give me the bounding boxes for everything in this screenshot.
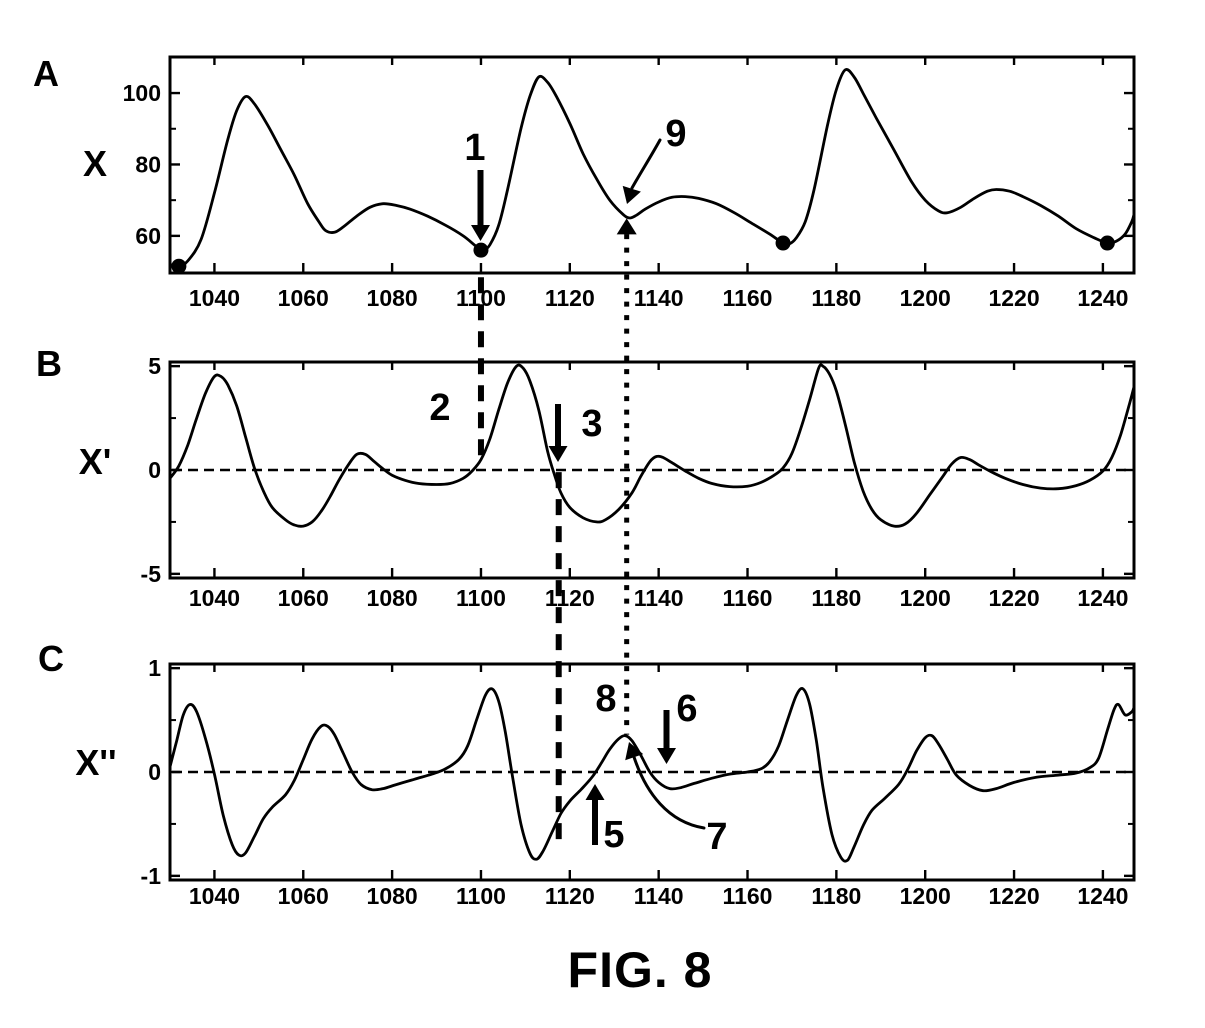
x-tick-label: 1180 xyxy=(811,883,861,909)
panel-c-ylabel: X'' xyxy=(75,742,116,783)
panel-b-letter: B xyxy=(36,343,62,384)
cycle-onset-dot xyxy=(1099,235,1115,251)
y-tick-label: 100 xyxy=(123,80,161,106)
x-tick-label: 1040 xyxy=(189,285,240,311)
x-tick-label: 1100 xyxy=(456,883,506,909)
annotation-arrow-curve xyxy=(630,138,662,190)
connector-arrowhead-up xyxy=(616,218,637,235)
annotation-label-9: 9 xyxy=(665,113,686,155)
annotation-3-arrow-down: 3 xyxy=(548,403,603,462)
panel-c: C X'' 1040 1060 1080 1100 1120 1140 1160 1180 1200… xyxy=(38,638,1136,909)
annotation-arrowhead xyxy=(622,185,641,204)
annotation-label-2: 2 xyxy=(429,387,450,429)
panel-b-curve xyxy=(168,363,1136,528)
x-tick-label: 1200 xyxy=(900,883,951,909)
y-tick-label: -5 xyxy=(141,561,162,587)
x-tick-label: 1060 xyxy=(278,883,329,909)
annotation-1-arrow-down: 1 xyxy=(464,127,490,241)
annotation-label-5: 5 xyxy=(603,814,624,856)
annotation-6-arrow-down: 6 xyxy=(657,688,698,764)
annotation-7-curved-arrow: 7 xyxy=(625,742,728,858)
y-tick-label: 1 xyxy=(148,655,161,681)
y-tick-label: 0 xyxy=(148,457,161,483)
annotation-label-6: 6 xyxy=(676,688,697,730)
x-tick-label: 1240 xyxy=(1077,585,1128,611)
x-tick-label: 1120 xyxy=(545,285,595,311)
x-tick-label: 1080 xyxy=(367,285,418,311)
x-tick-label: 1140 xyxy=(634,883,684,909)
annotation-arrowhead xyxy=(585,784,605,800)
x-tick-label: 1060 xyxy=(278,585,329,611)
x-tick-label: 1180 xyxy=(811,585,861,611)
x-tick-label: 1220 xyxy=(988,883,1039,909)
annotation-9-curved-arrow: 9 xyxy=(622,113,687,204)
cycle-onset-dot xyxy=(473,242,489,258)
x-tick-label: 1140 xyxy=(634,285,684,311)
x-tick-label: 1060 xyxy=(278,285,329,311)
x-tick-label: 1100 xyxy=(456,585,506,611)
panel-a-curve xyxy=(168,68,1136,268)
y-tick-label: -1 xyxy=(141,863,162,889)
x-tick-label: 1040 xyxy=(189,585,240,611)
annotation-label-8: 8 xyxy=(595,678,616,720)
annotation-2-label: 2 xyxy=(429,387,450,429)
y-tick-label: 0 xyxy=(148,759,161,785)
figure-caption: FIG. 8 xyxy=(567,942,713,998)
annotation-arrowhead xyxy=(471,225,490,241)
y-tick-label: 60 xyxy=(135,223,161,249)
annotations-layer: 1 2 3 5 6 7 8 9 xyxy=(429,113,727,858)
x-tick-label: 1160 xyxy=(723,883,773,909)
panel-c-curve xyxy=(168,687,1136,863)
panel-c-letter: C xyxy=(38,638,64,679)
annotation-arrowhead xyxy=(625,742,644,761)
y-tick-label: 80 xyxy=(135,151,161,177)
annotation-arrow-curve xyxy=(632,755,706,830)
panel-b: B X' 1040 1060 1080 1100 1120 1140 1160 1180 1200 1… xyxy=(36,343,1136,611)
panel-a-letter: A xyxy=(33,53,59,94)
x-tick-label: 1120 xyxy=(545,883,595,909)
panel-a-frame xyxy=(168,55,1136,275)
x-tick-label: 1240 xyxy=(1077,285,1128,311)
panel-a-ylabel: X xyxy=(83,143,107,184)
x-tick-label: 1180 xyxy=(811,285,861,311)
annotation-label-7: 7 xyxy=(706,816,727,858)
annotation-label-1: 1 xyxy=(464,127,485,169)
x-tick-label: 1160 xyxy=(723,585,773,611)
x-tick-label: 1240 xyxy=(1077,883,1128,909)
panel-b-ylabel: X' xyxy=(79,441,112,482)
annotation-arrowhead xyxy=(657,748,676,764)
cycle-onset-dot xyxy=(775,235,791,251)
annotation-label-3: 3 xyxy=(581,403,602,445)
x-tick-label: 1200 xyxy=(900,585,951,611)
annotation-5-arrow-up: 5 xyxy=(585,784,625,856)
x-tick-label: 1220 xyxy=(988,585,1039,611)
annotation-8-label: 8 xyxy=(595,678,616,720)
cycle-onset-dot xyxy=(171,258,187,274)
x-tick-label: 1220 xyxy=(988,285,1039,311)
y-tick-label: 5 xyxy=(148,353,161,379)
x-tick-label: 1200 xyxy=(900,285,951,311)
x-tick-label: 1140 xyxy=(634,585,684,611)
x-tick-label: 1120 xyxy=(545,585,595,611)
x-tick-label: 1080 xyxy=(367,883,418,909)
x-tick-label: 1080 xyxy=(367,585,418,611)
x-tick-label: 1160 xyxy=(723,285,773,311)
x-tick-label: 1040 xyxy=(189,883,240,909)
connectors-layer xyxy=(477,218,637,843)
annotation-arrowhead xyxy=(548,446,568,462)
